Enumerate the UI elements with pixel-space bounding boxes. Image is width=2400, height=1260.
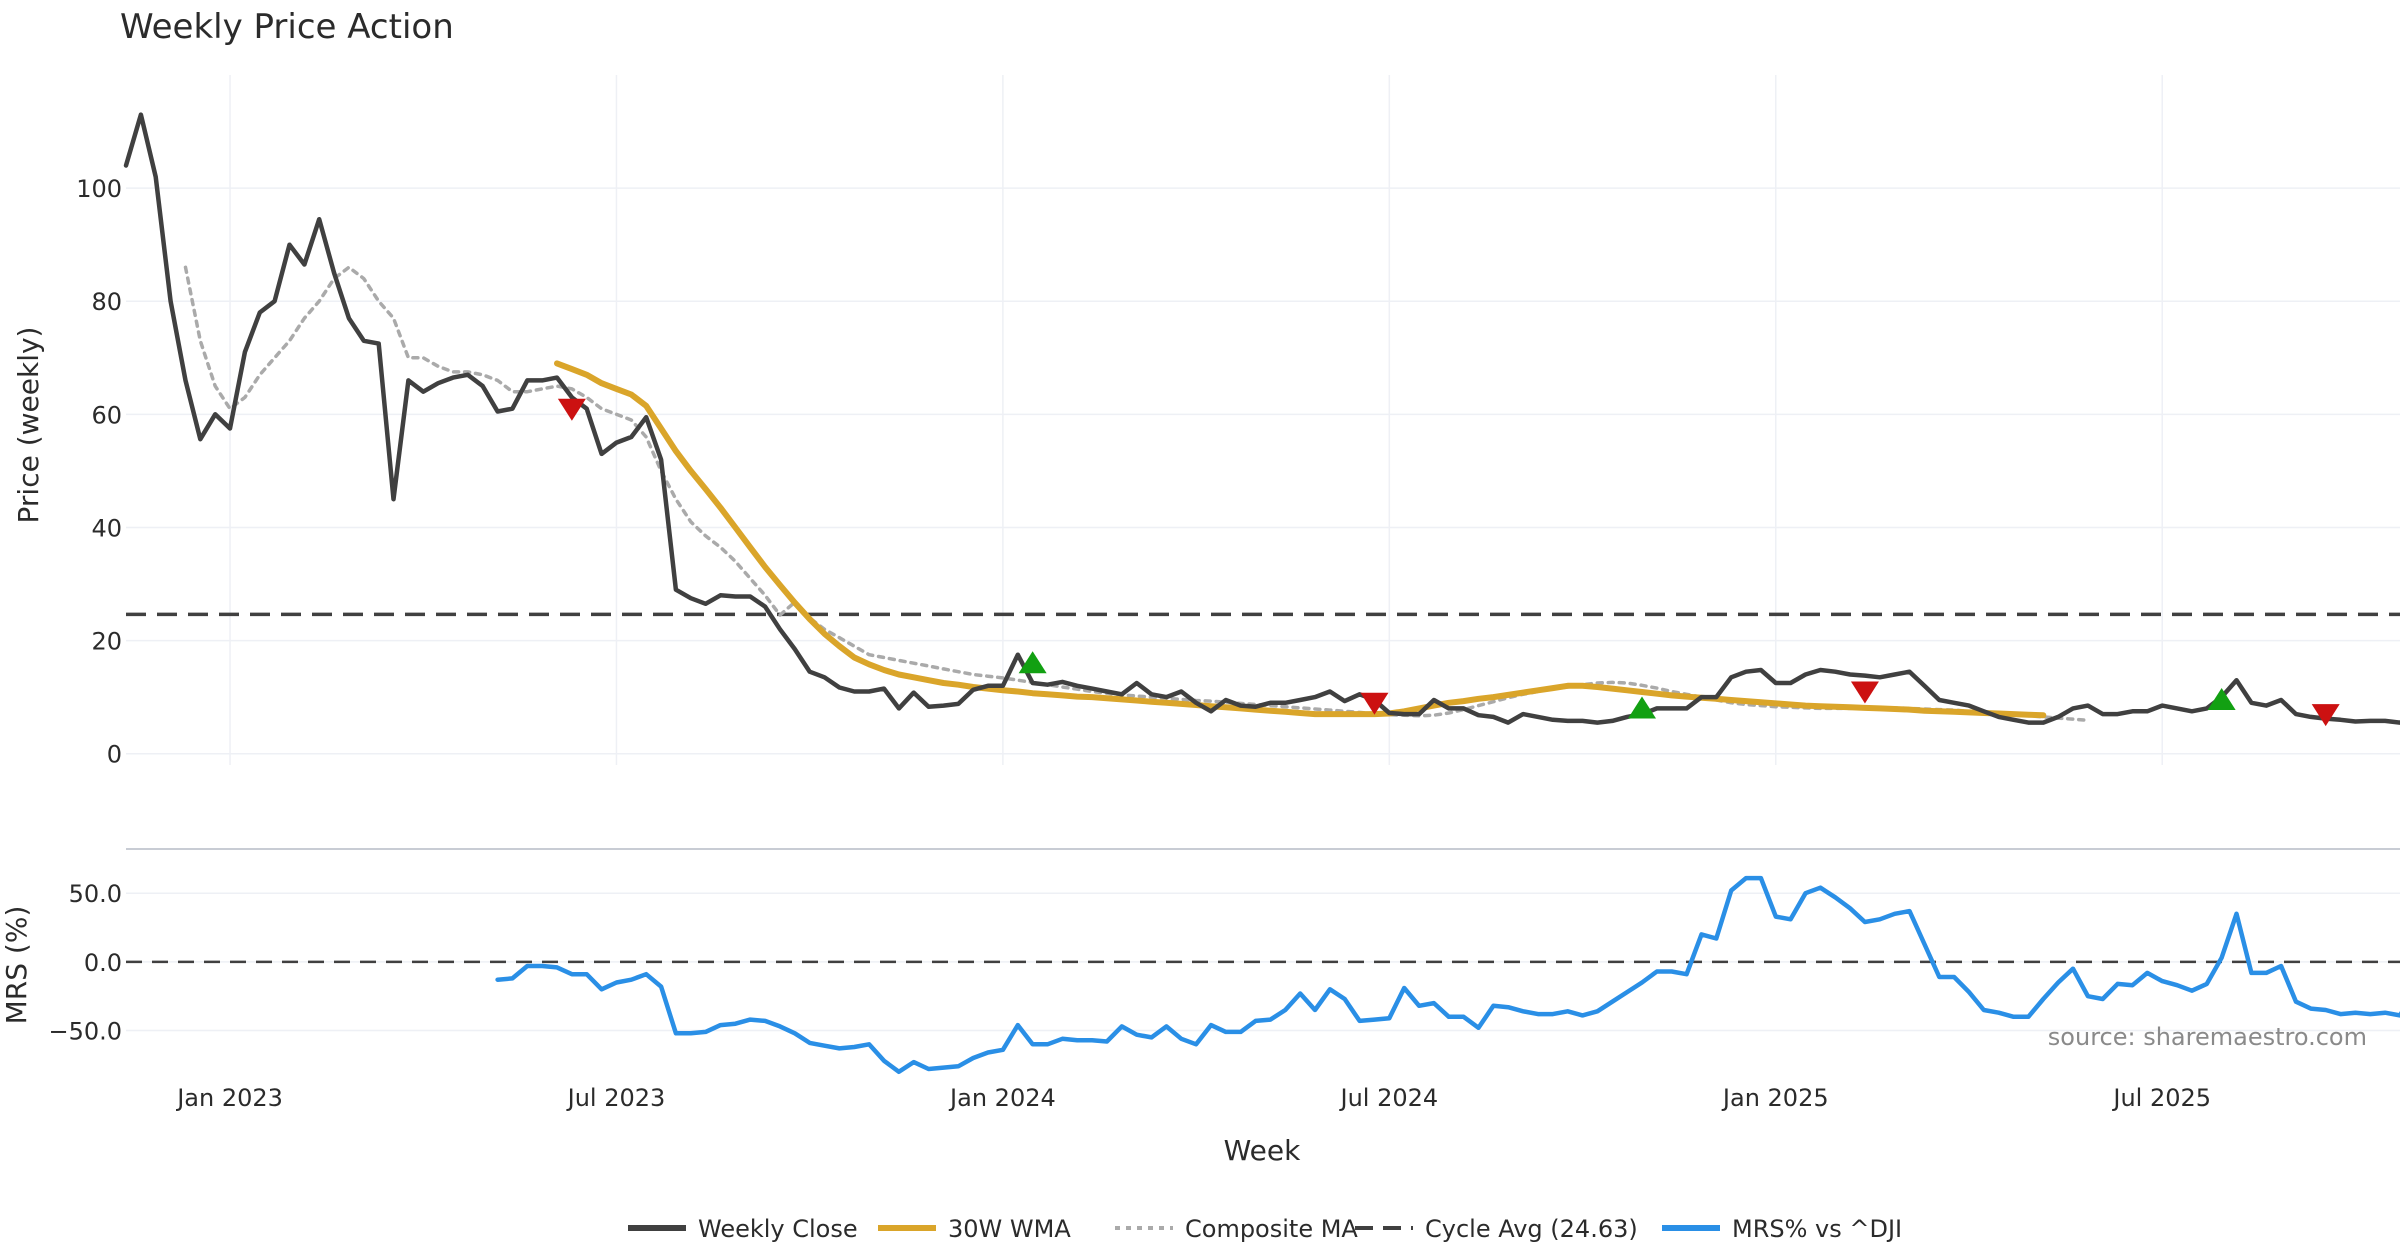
mrs-line xyxy=(495,875,2400,1075)
chart-title: Weekly Price Action xyxy=(120,7,454,47)
legend-label: MRS% vs ^DJI xyxy=(1732,1215,1902,1243)
price-y-tick-label: 60 xyxy=(91,401,122,429)
weekly-close-line xyxy=(123,112,2400,725)
x-ticks: Jan 2023 Jul 2023 Jan 2024 Jul 2024 Jan 2025… xyxy=(175,1084,2211,1112)
legend-label: 30W WMA xyxy=(948,1215,1071,1243)
price-y-axis-label: Price (weekly) xyxy=(12,327,45,524)
buy-signal-marker xyxy=(1628,696,1656,719)
legend-label: Weekly Close xyxy=(698,1215,858,1243)
sell-signal-marker xyxy=(557,398,586,421)
x-tick-label: Jul 2025 xyxy=(2111,1084,2211,1112)
x-tick-label: Jul 2023 xyxy=(566,1084,666,1112)
sell-signal-marker xyxy=(1360,692,1389,715)
price-y-tick-label: 100 xyxy=(76,175,122,203)
price-y-tick-label: 0 xyxy=(107,741,122,769)
legend: Weekly Close 30W WMA Composite MA Cycle Avg… xyxy=(628,1215,1902,1243)
mrs-y-ticks: 50.0 0.0 −50.0 xyxy=(48,880,122,1045)
mrs-y-tick-label: 0.0 xyxy=(84,949,122,977)
x-tick-label: Jul 2024 xyxy=(1338,1084,1438,1112)
source-credit: source: sharemaestro.com xyxy=(2048,1023,2367,1051)
price-y-tick-label: 80 xyxy=(91,288,122,316)
mrs-y-axis-label: MRS (%) xyxy=(0,906,33,1025)
x-tick-label: Jan 2025 xyxy=(1721,1084,1829,1112)
legend-label: Composite MA xyxy=(1185,1215,1358,1243)
legend-label: Cycle Avg (24.63) xyxy=(1425,1215,1638,1243)
price-y-tick-label: 20 xyxy=(91,628,122,656)
price-grid xyxy=(126,75,2400,765)
sell-signal-marker xyxy=(1850,681,1879,704)
signal-layer xyxy=(557,398,2340,727)
buy-signal-marker xyxy=(2207,687,2236,710)
x-axis-label: Week xyxy=(1224,1134,1301,1167)
wma-30w-line xyxy=(554,360,2047,719)
price-y-tick-label: 40 xyxy=(91,514,122,542)
buy-signal-marker xyxy=(1018,651,1047,674)
x-tick-label: Jan 2024 xyxy=(948,1084,1056,1112)
series-layer xyxy=(123,112,2400,1075)
sell-signal-marker xyxy=(2311,704,2340,727)
x-tick-label: Jan 2023 xyxy=(175,1084,283,1112)
composite-ma-line xyxy=(183,265,2090,723)
mrs-y-tick-label: −50.0 xyxy=(48,1018,122,1046)
price-y-ticks: 0 20 40 60 80 100 xyxy=(76,175,122,769)
mrs-y-tick-label: 50.0 xyxy=(69,880,122,908)
